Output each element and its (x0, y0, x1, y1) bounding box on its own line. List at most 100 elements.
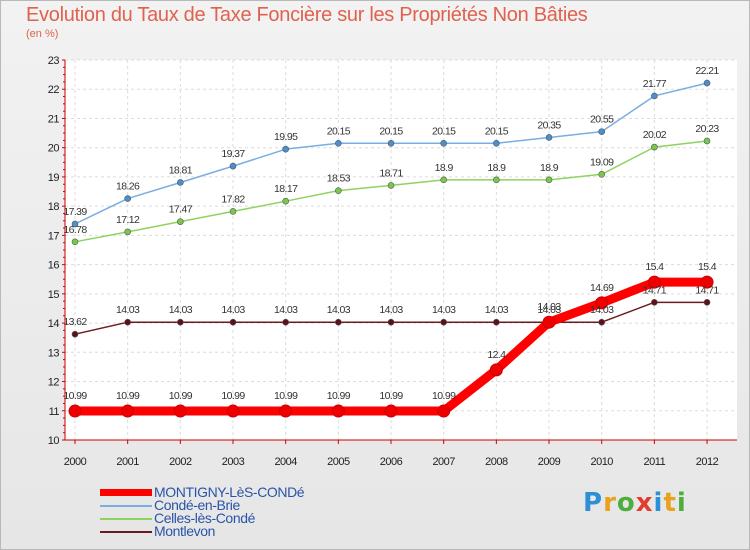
series-2-data-label: 19.95 (274, 131, 298, 143)
series-3-point (700, 275, 714, 289)
x-tick-label: 2007 (432, 456, 455, 468)
series-0-data-label: 14.03 (116, 304, 140, 316)
series-2-point (124, 195, 131, 202)
series-3-point (173, 404, 187, 418)
legend-item-celles: Celles-lès-Condé (100, 510, 420, 526)
series-3-data-label: 10.99 (63, 390, 87, 402)
series-2-point (440, 140, 447, 147)
legend-swatch-montigny (100, 489, 152, 496)
series-3-data-label: 15.4 (645, 261, 664, 273)
series-1-point (282, 197, 289, 205)
series-2-data-label: 18.26 (116, 181, 140, 193)
series-0-data-label: 14.03 (221, 304, 245, 316)
series-0-data-label: 14.03 (274, 304, 298, 316)
series-1-data-label: 16.78 (63, 224, 87, 236)
series-1-point (177, 218, 184, 225)
series-1-point (124, 228, 131, 236)
legend-label-conde: Condé-en-Brie (154, 497, 240, 513)
series-2-data-label: 20.35 (537, 119, 561, 131)
series-1-data-label: 18.17 (274, 183, 298, 195)
series-0-point (387, 318, 395, 326)
series-3-point (542, 315, 556, 329)
y-unit-label: (en %) (26, 28, 59, 40)
series-0-point (229, 318, 237, 326)
series-2-point (387, 140, 395, 147)
logo-letter: t (663, 488, 677, 518)
y-tick-label: 14 (48, 318, 60, 330)
legend-item-montigny: MONTIGNY-LèS-CONDé (100, 484, 420, 500)
series-2-point (651, 92, 658, 100)
series-0-data-label: 14.03 (169, 304, 193, 316)
series-3-point (489, 363, 503, 377)
series-3-data-label: 10.99 (379, 390, 403, 402)
series-2-data-label: 20.55 (590, 114, 614, 126)
series-0-point (440, 318, 447, 326)
legend-swatch-celles (100, 518, 152, 520)
series-1-point (493, 176, 500, 184)
y-tick-label: 10 (48, 435, 60, 447)
plot-area (65, 60, 737, 440)
series-3-point (226, 404, 240, 418)
series-1-point (651, 143, 658, 151)
series-1-point (545, 176, 553, 184)
series-3-data-label: 10.99 (221, 390, 245, 402)
x-tick-label: 2010 (590, 456, 613, 468)
x-tick-label: 2004 (274, 456, 297, 468)
series-1-point (335, 187, 342, 194)
x-tick-label: 2009 (538, 456, 561, 468)
series-0-data-label: 13.62 (63, 316, 87, 328)
y-tick-label: 16 (48, 260, 60, 272)
x-tick-label: 2011 (644, 456, 666, 468)
logo-letter: o (616, 488, 636, 518)
series-2-data-label: 22.21 (695, 65, 719, 77)
series-2-data-label: 19.37 (221, 148, 245, 160)
legend-item-conde: Condé-en-Brie (100, 497, 420, 513)
series-2-point (177, 179, 184, 186)
logo-letter: P (583, 488, 604, 518)
series-3-data-label: 15.4 (698, 261, 717, 273)
series-2-point (493, 140, 500, 147)
series-3-point (331, 404, 345, 418)
series-2-point (598, 128, 606, 135)
series-0-point (335, 318, 342, 326)
series-2-data-label: 21.77 (643, 78, 667, 90)
series-2-point (335, 140, 342, 147)
series-2-point (71, 220, 79, 228)
series-2-data-label: 17.39 (63, 206, 87, 218)
y-tick-label: 20 (48, 143, 60, 155)
y-tick-label: 22 (48, 84, 60, 96)
chart-title: Evolution du Taux de Taxe Foncière sur l… (26, 4, 588, 26)
y-tick-label: 13 (48, 347, 60, 359)
legend-swatch-montlevon (100, 531, 152, 533)
series-1-data-label: 18.71 (379, 167, 403, 179)
x-tick-label: 2005 (327, 456, 350, 468)
x-tick-label: 2008 (485, 456, 508, 468)
series-0-point (282, 318, 289, 326)
x-tick-label: 2002 (169, 456, 192, 468)
series-1-point (598, 170, 606, 178)
data-labels: 13.62 14.03 14.03 14.03 14.03 14.03 14.03 14.03… (63, 65, 720, 402)
series-1-data-label: 17.82 (221, 193, 245, 205)
series-1-data-label: 18.9 (487, 162, 506, 174)
series-1-point (229, 208, 237, 215)
series-0-data-label: 14.71 (643, 284, 667, 296)
legend-label-montigny: MONTIGNY-LèS-CONDé (154, 484, 305, 500)
series-1-point (703, 137, 711, 145)
series-0-point (651, 299, 658, 306)
y-tick-label: 19 (48, 172, 60, 184)
legend: MONTIGNY-LèS-CONDé Condé-en-Brie Celles-… (100, 484, 420, 539)
series-2-data-label: 18.81 (169, 164, 193, 176)
series-3-data-label: 10.99 (169, 390, 193, 402)
series-0-data-label: 14.03 (537, 304, 561, 316)
series-3-data-label: 12.4 (487, 349, 506, 361)
x-tick-label: 2012 (696, 456, 719, 468)
axes: 10 11 12 13 14 15 16 17 18 19 20 21 22 23 2000 2001 2002… (48, 55, 737, 468)
series-1-point (71, 238, 79, 246)
series-3-point (595, 296, 609, 310)
series-3-point (279, 404, 293, 418)
series-3-data-label: 10.99 (116, 390, 140, 402)
legend-swatch-conde (100, 505, 152, 507)
x-tick-label: 2001 (116, 456, 139, 468)
y-tick-label: 15 (48, 289, 60, 301)
x-tick-label: 2000 (64, 456, 87, 468)
